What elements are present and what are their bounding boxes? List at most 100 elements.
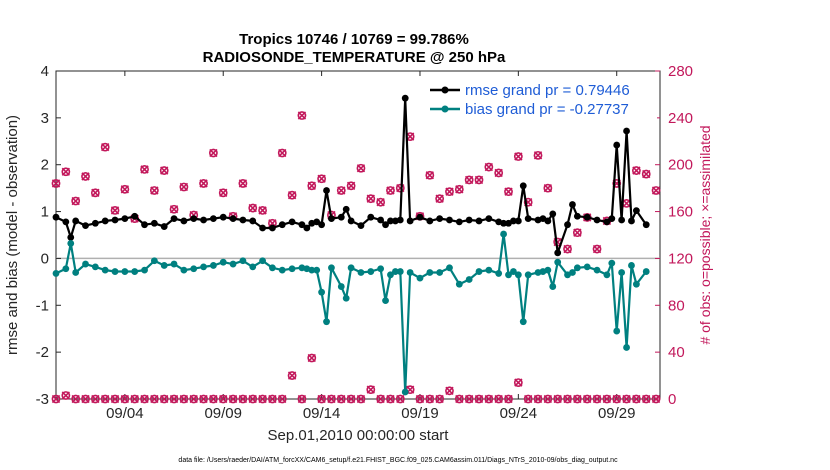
bias-point xyxy=(382,297,389,304)
bias-point xyxy=(623,344,630,351)
rmse-point xyxy=(475,217,483,225)
rmse-point xyxy=(269,224,276,232)
rmse-point xyxy=(436,215,444,223)
obs-possible-marker xyxy=(445,386,454,396)
obs-assimilated-marker xyxy=(120,185,130,194)
obs-possible-marker xyxy=(258,394,267,404)
bias-point xyxy=(632,280,640,288)
bias-point xyxy=(337,283,345,290)
rmse-point xyxy=(387,217,394,225)
x-tick-label: 09/09 xyxy=(204,405,242,422)
obs-assimilated-marker xyxy=(278,148,287,158)
bias-point xyxy=(308,266,316,274)
obs-possible-marker xyxy=(572,228,582,238)
y2-tick-label: 200 xyxy=(668,157,693,174)
obs-assimilated-marker xyxy=(297,111,307,120)
obs-assimilated-marker xyxy=(494,394,503,404)
obs-assimilated-marker xyxy=(563,244,572,254)
y-tick-label: 4 xyxy=(41,63,49,80)
obs-possible-marker xyxy=(523,197,533,207)
y-tick-label: -2 xyxy=(36,344,49,361)
obs-assimilated-marker xyxy=(642,394,651,404)
rmse-point xyxy=(465,216,473,224)
obs-possible-marker xyxy=(297,111,307,120)
obs-assimilated-marker xyxy=(317,174,326,183)
y-tick-label: 2 xyxy=(41,157,49,174)
rmse-point xyxy=(396,216,404,224)
bias-point xyxy=(573,264,581,272)
obs-possible-marker xyxy=(51,394,61,404)
obs-possible-marker xyxy=(484,394,494,404)
obs-possible-marker xyxy=(474,175,484,185)
legend-rmse-marker xyxy=(441,86,449,94)
rmse-point xyxy=(180,217,188,225)
bias-point xyxy=(583,263,591,271)
obs-possible-marker xyxy=(543,183,553,193)
obs-possible-marker xyxy=(71,394,81,404)
obs-possible-marker xyxy=(346,394,356,404)
obs-possible-marker xyxy=(159,394,169,404)
obs-possible-marker xyxy=(110,205,120,215)
obs-assimilated-marker xyxy=(592,244,602,254)
rmse-point xyxy=(278,221,286,229)
obs-assimilated-marker xyxy=(415,394,425,404)
obs-possible-marker xyxy=(140,394,149,404)
obs-possible-marker xyxy=(513,378,523,387)
obs-possible-marker xyxy=(563,394,572,404)
rmse-point xyxy=(446,216,453,224)
rmse-point xyxy=(328,215,335,223)
obs-assimilated-marker xyxy=(494,168,503,178)
bias-point xyxy=(642,268,650,275)
obs-assimilated-marker xyxy=(504,187,513,196)
obs-assimilated-marker xyxy=(71,196,80,206)
obs-possible-marker xyxy=(425,170,435,180)
obs-possible-marker xyxy=(179,394,189,404)
obs-possible-marker xyxy=(504,394,513,404)
obs-possible-marker xyxy=(356,394,366,404)
rmse-point xyxy=(150,219,158,227)
obs-possible-marker xyxy=(572,394,582,404)
bias-point xyxy=(593,266,601,274)
obs-assimilated-marker xyxy=(248,203,257,213)
obs-assimilated-marker xyxy=(583,394,592,404)
obs-possible-marker xyxy=(474,394,484,404)
obs-possible-marker xyxy=(563,244,572,254)
obs-possible-marker xyxy=(81,394,90,404)
series-layer xyxy=(51,94,661,404)
obs-assimilated-marker xyxy=(287,371,297,380)
obs-possible-marker xyxy=(582,394,592,404)
obs-possible-marker xyxy=(494,394,504,404)
rmse-point xyxy=(455,218,463,226)
bias-point xyxy=(219,258,227,266)
obs-possible-marker xyxy=(258,205,267,215)
bias-point xyxy=(436,269,444,276)
obs-possible-marker xyxy=(179,182,189,192)
obs-possible-marker xyxy=(268,394,277,404)
bias-point xyxy=(569,269,576,276)
rmse-point xyxy=(524,215,532,223)
obs-assimilated-marker xyxy=(110,206,120,215)
obs-possible-marker xyxy=(464,394,474,404)
obs-assimilated-marker xyxy=(81,394,90,404)
obs-assimilated-marker xyxy=(651,394,661,404)
bias-point xyxy=(121,268,129,275)
legend-bias-label: bias grand pr = -0.27737 xyxy=(465,101,629,118)
bias-point xyxy=(209,262,217,269)
obs-possible-marker xyxy=(238,394,248,404)
bias-point xyxy=(347,264,355,272)
y-tick-label: 0 xyxy=(41,250,49,267)
bias-point xyxy=(367,268,375,275)
obs-assimilated-marker xyxy=(435,194,444,203)
obs-assimilated-marker xyxy=(642,169,651,179)
rmse-point xyxy=(426,217,434,225)
bias-point xyxy=(269,264,276,272)
x-tick-label: 09/04 xyxy=(106,405,144,422)
bias-point xyxy=(101,266,109,274)
bias-point xyxy=(396,268,404,275)
obs-possible-marker xyxy=(356,163,366,173)
obs-possible-marker xyxy=(61,391,71,400)
obs-possible-marker xyxy=(100,142,110,152)
y-tick-label: 1 xyxy=(41,204,49,221)
bias-point xyxy=(514,271,522,279)
y-axis-ticks: 4 3 2 1 0 -1 -2 -3 xyxy=(36,63,61,408)
